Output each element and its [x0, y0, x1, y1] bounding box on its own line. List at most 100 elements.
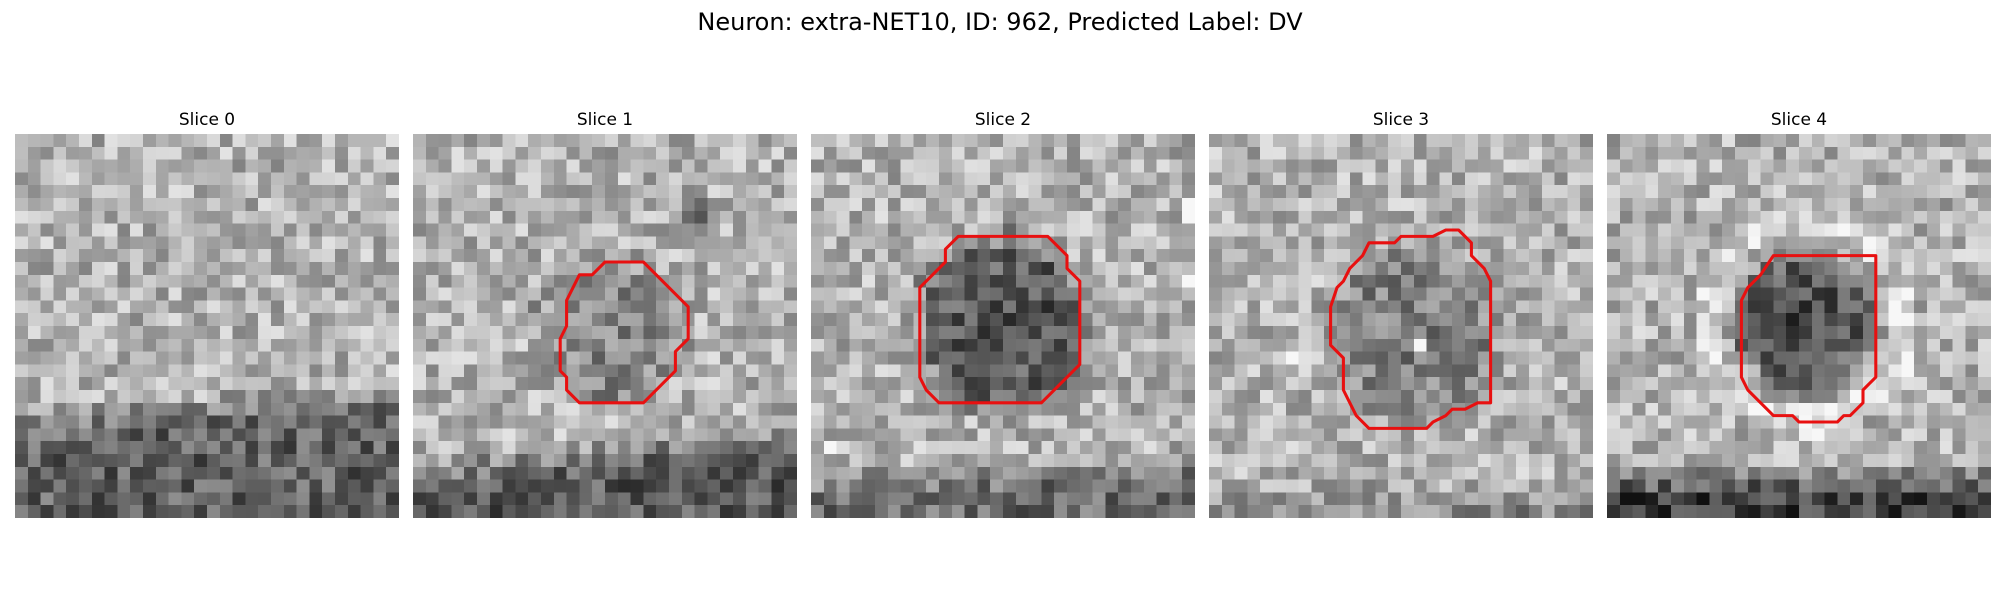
image-pixel — [117, 505, 131, 518]
image-pixel — [694, 415, 708, 429]
image-pixel — [1837, 479, 1851, 493]
image-pixel — [1131, 377, 1145, 391]
image-pixel — [515, 441, 529, 455]
image-pixel — [875, 223, 889, 237]
image-pixel — [1658, 313, 1672, 327]
image-pixel — [977, 428, 991, 442]
image-pixel — [309, 223, 323, 237]
image-pixel — [707, 198, 721, 212]
image-pixel — [130, 287, 144, 301]
image-pixel — [207, 185, 221, 199]
image-pixel — [862, 172, 876, 186]
image-pixel — [887, 210, 901, 224]
image-pixel — [681, 223, 695, 237]
image-pixel — [1477, 466, 1491, 480]
image-pixel — [1439, 441, 1453, 455]
image-pixel — [1477, 210, 1491, 224]
image-pixel — [296, 428, 310, 442]
image-pixel — [1221, 146, 1235, 160]
image-pixel — [745, 274, 759, 288]
image-pixel — [926, 249, 940, 263]
image-pixel — [413, 377, 427, 391]
image-pixel — [656, 159, 670, 173]
image-pixel — [451, 300, 465, 314]
image-pixel — [296, 185, 310, 199]
image-pixel — [1965, 287, 1979, 301]
image-pixel — [566, 134, 580, 148]
image-pixel — [309, 262, 323, 276]
image-pixel — [1131, 326, 1145, 340]
image-pixel — [1683, 441, 1697, 455]
image-pixel — [155, 313, 169, 327]
image-pixel — [1683, 210, 1697, 224]
image-pixel — [347, 364, 361, 378]
image-pixel — [1875, 364, 1889, 378]
image-pixel — [1901, 505, 1915, 518]
image-pixel — [1567, 377, 1581, 391]
image-pixel — [1092, 364, 1106, 378]
image-pixel — [707, 185, 721, 199]
image-pixel — [964, 364, 978, 378]
image-pixel — [1285, 134, 1299, 148]
image-pixel — [617, 326, 631, 340]
image-pixel — [1413, 198, 1427, 212]
image-pixel — [1901, 185, 1915, 199]
image-pixel — [1875, 146, 1889, 160]
image-pixel — [143, 300, 157, 314]
image-pixel — [733, 172, 747, 186]
image-pixel — [1554, 172, 1568, 186]
image-pixel — [1092, 249, 1106, 263]
image-pixel — [309, 492, 323, 506]
image-pixel — [296, 402, 310, 416]
image-pixel — [464, 300, 478, 314]
image-pixel — [1516, 402, 1530, 416]
image-pixel — [1773, 198, 1787, 212]
image-pixel — [1850, 326, 1864, 340]
image-pixel — [40, 479, 54, 493]
image-pixel — [335, 338, 349, 352]
image-pixel — [335, 223, 349, 237]
image-pixel — [1298, 210, 1312, 224]
image-pixel — [528, 479, 542, 493]
image-pixel — [990, 134, 1004, 148]
image-pixel — [1003, 185, 1017, 199]
image-pixel — [1041, 172, 1055, 186]
image-pixel — [1799, 134, 1813, 148]
image-pixel — [258, 428, 272, 442]
image-pixel — [694, 146, 708, 160]
image-pixel — [1426, 479, 1440, 493]
image-pixel — [27, 274, 41, 288]
image-pixel — [566, 428, 580, 442]
image-pixel — [849, 505, 863, 518]
image-pixel — [1850, 364, 1864, 378]
image-pixel — [1209, 287, 1223, 301]
image-pixel — [1285, 236, 1299, 250]
image-pixel — [1285, 300, 1299, 314]
image-pixel — [296, 223, 310, 237]
image-pixel — [1003, 134, 1017, 148]
image-pixel — [168, 326, 182, 340]
image-pixel — [425, 402, 439, 416]
image-pixel — [1850, 287, 1864, 301]
image-pixel — [515, 249, 529, 263]
image-pixel — [656, 287, 670, 301]
image-pixel — [784, 313, 797, 327]
image-pixel — [605, 505, 619, 518]
image-pixel — [1722, 338, 1736, 352]
image-pixel — [1465, 172, 1479, 186]
image-pixel — [502, 351, 516, 365]
image-pixel — [1658, 492, 1672, 506]
image-pixel — [1131, 262, 1145, 276]
image-pixel — [1799, 236, 1813, 250]
image-pixel — [1105, 300, 1119, 314]
image-pixel — [258, 415, 272, 429]
image-pixel — [1683, 172, 1697, 186]
image-pixel — [836, 326, 850, 340]
image-pixel — [232, 338, 246, 352]
image-pixel — [347, 505, 361, 518]
image-pixel — [1901, 146, 1915, 160]
image-pixel — [1362, 172, 1376, 186]
image-pixel — [1567, 479, 1581, 493]
image-pixel — [271, 351, 285, 365]
image-pixel — [617, 262, 631, 276]
